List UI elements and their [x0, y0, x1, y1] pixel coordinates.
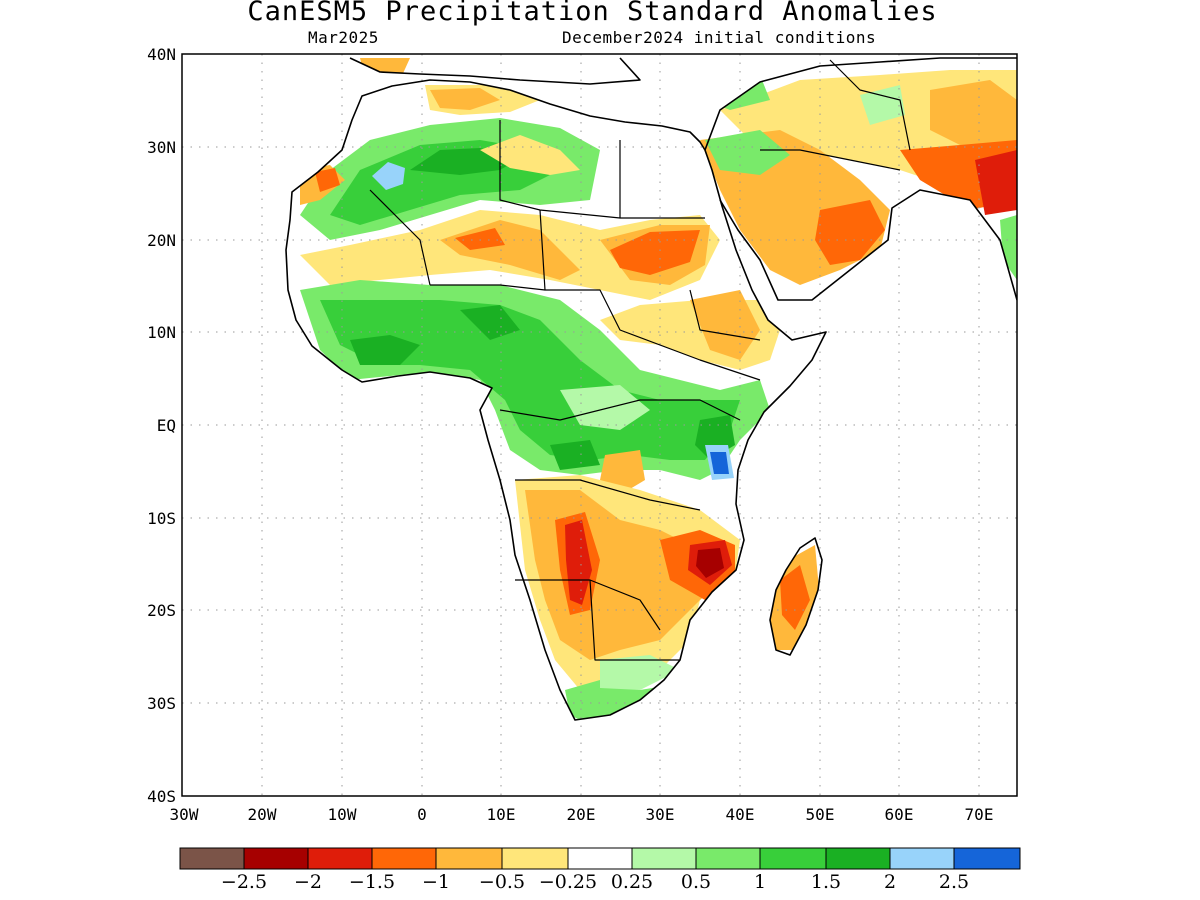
- legend-label: 0.5: [681, 871, 711, 893]
- lon-label: 30W: [170, 805, 199, 824]
- lat-label: EQ: [157, 416, 176, 435]
- lat-label: 10S: [147, 509, 176, 528]
- legend-swatch: [243, 847, 309, 870]
- legend-swatch: [695, 847, 761, 870]
- legend-label: −2: [294, 871, 322, 893]
- lon-label: 60E: [885, 805, 914, 824]
- lon-label: 40E: [726, 805, 755, 824]
- legend-swatch: [307, 847, 373, 870]
- lon-label: 10E: [487, 805, 516, 824]
- legend-label: 1: [754, 871, 766, 893]
- legend-swatch: [953, 847, 1021, 870]
- lat-label: 10N: [147, 323, 176, 342]
- lon-label: 70E: [965, 805, 994, 824]
- legend-label: −0.25: [539, 871, 597, 893]
- legend-label: 0.25: [611, 871, 653, 893]
- legend-label: −0.5: [479, 871, 525, 893]
- lon-label: 10W: [328, 805, 357, 824]
- legend-colorbar: [179, 847, 1021, 870]
- lat-label: 40N: [147, 45, 176, 64]
- lon-label: 50E: [806, 805, 835, 824]
- coastlines: [285, 57, 1017, 721]
- legend-swatch: [435, 847, 503, 870]
- legend-label: −1.5: [349, 871, 395, 893]
- legend-swatch: [371, 847, 437, 870]
- legend-label: 2.5: [939, 871, 969, 893]
- legend-label: 1.5: [811, 871, 841, 893]
- legend-swatch: [567, 847, 633, 870]
- lat-label: 30N: [147, 138, 176, 157]
- lon-label: 20E: [567, 805, 596, 824]
- forecast-month: Mar2025: [308, 28, 379, 47]
- gridlines: [182, 54, 1017, 796]
- legend-swatch: [759, 847, 827, 870]
- longitude-labels: 30W 20W 10W 0 10E 20E 30E 40E 50E 60E 70…: [170, 805, 994, 824]
- legend-labels: −2.5 −2 −1.5 −1 −0.5 −0.25 0.25 0.5 1 1.…: [221, 871, 969, 893]
- map-title: CanESM5 Precipitation Standard Anomalies: [247, 0, 938, 27]
- legend-swatch: [889, 847, 955, 870]
- lat-label: 40S: [147, 787, 176, 806]
- legend-swatch: [825, 847, 891, 870]
- lon-label: 0: [417, 805, 427, 824]
- lon-label: 30E: [646, 805, 675, 824]
- lat-label: 30S: [147, 694, 176, 713]
- initial-conditions-label: December2024 initial conditions: [562, 28, 877, 47]
- legend-swatch: [179, 847, 245, 870]
- legend-label: 2: [884, 871, 896, 893]
- map-frame-border: [181, 53, 1018, 797]
- legend-swatch: [501, 847, 569, 870]
- legend-label: −1: [422, 871, 450, 893]
- lat-label: 20S: [147, 601, 176, 620]
- lat-label: 20N: [147, 231, 176, 250]
- legend-swatch: [631, 847, 697, 870]
- lon-label: 20W: [248, 805, 277, 824]
- legend-label: −2.5: [221, 871, 267, 893]
- latitude-labels: 40N 30N 20N 10N EQ 10S 20S 30S 40S: [147, 45, 176, 806]
